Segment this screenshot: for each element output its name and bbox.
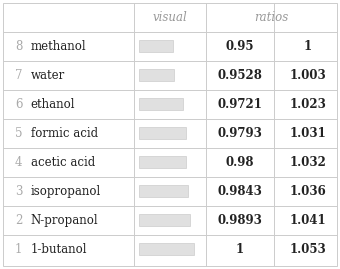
Text: 2: 2: [15, 214, 22, 226]
Text: 1.031: 1.031: [289, 127, 326, 140]
Text: 1.023: 1.023: [289, 98, 326, 111]
Text: 1: 1: [15, 243, 22, 256]
Text: 5: 5: [15, 127, 22, 140]
Text: 1: 1: [236, 243, 244, 256]
Bar: [139, 127, 186, 139]
Text: 0.9843: 0.9843: [217, 185, 262, 198]
Text: 0.95: 0.95: [225, 40, 254, 53]
Text: ratios: ratios: [254, 11, 288, 24]
Text: 3: 3: [15, 185, 22, 198]
Bar: [139, 98, 183, 110]
Bar: [139, 185, 188, 197]
Text: 0.9893: 0.9893: [217, 214, 262, 226]
Bar: [139, 243, 194, 255]
Bar: [139, 214, 190, 226]
Bar: [139, 69, 174, 81]
Text: 0.98: 0.98: [225, 156, 254, 169]
Text: 1.053: 1.053: [289, 243, 326, 256]
Bar: [139, 156, 186, 168]
Text: 1.003: 1.003: [289, 69, 326, 82]
Text: visual: visual: [153, 11, 187, 24]
Text: 6: 6: [15, 98, 22, 111]
Text: 1.032: 1.032: [289, 156, 326, 169]
Text: 1-butanol: 1-butanol: [31, 243, 87, 256]
Text: 1.041: 1.041: [289, 214, 326, 226]
Text: N-propanol: N-propanol: [31, 214, 98, 226]
Text: 7: 7: [15, 69, 22, 82]
Text: 0.9721: 0.9721: [217, 98, 262, 111]
Text: ethanol: ethanol: [31, 98, 75, 111]
Text: 1.036: 1.036: [289, 185, 326, 198]
Text: formic acid: formic acid: [31, 127, 98, 140]
Text: isopropanol: isopropanol: [31, 185, 101, 198]
Text: water: water: [31, 69, 65, 82]
Text: 0.9528: 0.9528: [217, 69, 262, 82]
Bar: [139, 40, 173, 52]
Text: 4: 4: [15, 156, 22, 169]
Text: 1: 1: [304, 40, 312, 53]
Text: methanol: methanol: [31, 40, 86, 53]
Text: acetic acid: acetic acid: [31, 156, 95, 169]
Text: 0.9793: 0.9793: [217, 127, 262, 140]
Text: 8: 8: [15, 40, 22, 53]
